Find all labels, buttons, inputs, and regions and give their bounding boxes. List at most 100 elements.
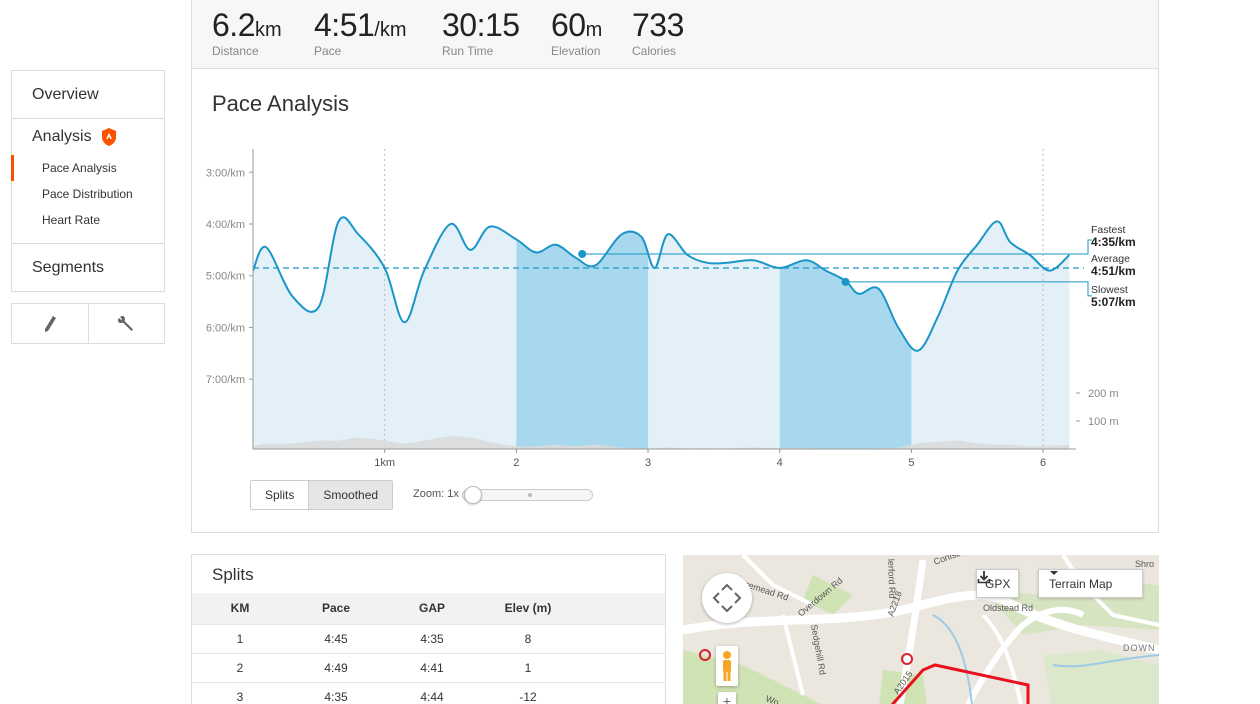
map-zoom-in-button[interactable]: + bbox=[718, 692, 736, 704]
smoothed-toggle-button[interactable]: Smoothed bbox=[308, 481, 393, 509]
zoom-label: Zoom: 1x bbox=[413, 488, 459, 500]
cell-elev: -12 bbox=[480, 681, 576, 704]
cell-elev: 1 bbox=[480, 652, 576, 682]
x-tick-label: 5 bbox=[908, 457, 914, 469]
pegman-icon bbox=[723, 651, 731, 681]
cell-km: 2 bbox=[192, 652, 288, 682]
tool-bar bbox=[11, 303, 165, 344]
stat-unit: m bbox=[585, 19, 603, 41]
x-tick-label: 6 bbox=[1040, 457, 1046, 469]
cell-elev: 8 bbox=[480, 623, 576, 653]
zoom-slider-handle[interactable] bbox=[464, 486, 482, 504]
stat-unit: /km bbox=[374, 19, 407, 41]
zoom-slider-track[interactable] bbox=[462, 489, 593, 501]
route-map[interactable]: Moremead Rd Overdown Rd lerford Rd Conis… bbox=[683, 555, 1159, 704]
stat-label: Elevation bbox=[551, 44, 601, 58]
stat-pace: 4:51/km Pace bbox=[314, 6, 407, 58]
stat-value: 60 bbox=[551, 7, 586, 43]
fastest-marker bbox=[578, 250, 587, 258]
wrench-icon bbox=[118, 315, 134, 331]
nav-pace-analysis[interactable]: Pace Analysis bbox=[11, 155, 164, 181]
cell-gap: 4:41 bbox=[384, 652, 480, 682]
slowest-bracket bbox=[1084, 281, 1092, 297]
pace-line bbox=[252, 216, 1071, 352]
col-pace: Pace bbox=[288, 593, 384, 624]
nav-pace-distribution[interactable]: Pace Distribution bbox=[42, 187, 133, 201]
table-row[interactable]: 3 4:35 4:44 -12 bbox=[192, 681, 665, 704]
y-tick-label: 7:00/km bbox=[206, 374, 245, 386]
cell-spacer bbox=[576, 652, 665, 682]
annotation-label: Fastest bbox=[1091, 224, 1126, 236]
nav-heart-rate[interactable]: Heart Rate bbox=[42, 213, 101, 227]
stat-elevation: 60m Elevation bbox=[551, 6, 602, 58]
elevation-area bbox=[253, 436, 1070, 449]
x-tick-label: 4 bbox=[777, 457, 783, 469]
stat-value: 30:15 bbox=[442, 7, 520, 43]
col-gap: GAP bbox=[384, 593, 480, 624]
annotation-label: Slowest bbox=[1091, 284, 1128, 296]
map-label: DOWN bbox=[1123, 643, 1156, 653]
nav-overview[interactable]: Overview bbox=[12, 71, 164, 119]
nav-analysis-group: Analysis Pace Analysis Pace Distribution… bbox=[11, 119, 164, 244]
x-tick-label: 1km bbox=[374, 457, 395, 469]
pace-chart[interactable]: 3:00/km 4:00/km 5:00/km 6:00/km 7:00/km 200 m… bbox=[192, 69, 1158, 533]
cell-spacer bbox=[576, 623, 665, 653]
cell-spacer bbox=[576, 681, 665, 704]
map-label: Oldstead Rd bbox=[983, 603, 1033, 613]
zoom-slider-tick bbox=[528, 493, 532, 497]
x-tick-label: 3 bbox=[645, 457, 651, 469]
map-label: lerford Rd bbox=[886, 559, 897, 599]
fastest-bracket bbox=[1084, 239, 1092, 255]
nav-analysis[interactable]: Analysis bbox=[12, 119, 164, 155]
highlighted-split-band bbox=[779, 217, 912, 449]
y-tick-label: 6:00/km bbox=[206, 322, 245, 334]
street-view-button[interactable] bbox=[716, 646, 738, 686]
stat-label: Distance bbox=[212, 44, 259, 58]
map-label: Conisbo bbox=[932, 555, 966, 567]
slowest-marker bbox=[841, 277, 850, 286]
annotation-value: 5:07/km bbox=[1091, 295, 1136, 309]
gpx-download-button[interactable]: GPX bbox=[976, 569, 1020, 598]
stat-value: 4:51 bbox=[314, 7, 375, 43]
annotation-label: Average bbox=[1091, 253, 1130, 265]
route-line bbox=[890, 663, 1030, 704]
settings-button[interactable] bbox=[87, 304, 165, 343]
map-label: Shro bbox=[1135, 559, 1154, 569]
stat-value: 6.2 bbox=[212, 7, 255, 43]
y-tick-label: 4:00/km bbox=[206, 219, 245, 231]
y-tick-label: 3:00/km bbox=[206, 167, 245, 179]
cell-pace: 4:49 bbox=[288, 652, 384, 682]
stat-run-time: 30:15 Run Time bbox=[442, 6, 520, 58]
map-type-label: Terrain Map bbox=[1049, 576, 1113, 591]
elev-tick-label: 100 m bbox=[1088, 416, 1119, 428]
stat-value: 733 bbox=[632, 7, 684, 43]
annotation-value: 4:51/km bbox=[1091, 264, 1136, 278]
table-row[interactable]: 1 4:45 4:35 8 bbox=[192, 623, 665, 653]
map-pan-control[interactable] bbox=[702, 573, 752, 623]
cell-pace: 4:35 bbox=[288, 681, 384, 704]
edit-button[interactable] bbox=[12, 304, 88, 343]
gpx-label: GPX bbox=[985, 576, 1011, 591]
nav-segments[interactable]: Segments bbox=[32, 259, 105, 276]
nav-analysis-label: Analysis bbox=[32, 128, 92, 145]
col-km: KM bbox=[192, 593, 288, 624]
sidebar-nav: Overview Analysis Pace Analysis Pace Dis… bbox=[11, 70, 165, 292]
splits-table: KM Pace GAP Elev (m) 1 4:45 4:35 8 2 4 bbox=[192, 593, 665, 704]
pencil-icon bbox=[44, 315, 56, 332]
splits-toggle-button[interactable]: Splits bbox=[251, 481, 309, 509]
splits-panel: Splits KM Pace GAP Elev (m) 1 4:45 4:35 … bbox=[191, 554, 666, 704]
stats-header: 6.2km Distance 4:51/km Pace 30:15 Run Ti… bbox=[191, 0, 1159, 69]
stat-label: Calories bbox=[632, 44, 677, 58]
stat-label: Run Time bbox=[442, 44, 494, 58]
chevron-down-icon bbox=[1050, 571, 1058, 575]
stat-label: Pace bbox=[314, 44, 342, 58]
stat-calories: 733 Calories bbox=[632, 6, 684, 58]
elev-tick-label: 200 m bbox=[1088, 388, 1119, 400]
card-title: Pace Analysis bbox=[212, 91, 349, 116]
cell-gap: 4:35 bbox=[384, 623, 480, 653]
cell-km: 3 bbox=[192, 681, 288, 704]
map-type-dropdown[interactable]: Terrain Map bbox=[1038, 569, 1143, 598]
table-row[interactable]: 2 4:49 4:41 1 bbox=[192, 652, 665, 682]
stat-unit: km bbox=[254, 19, 282, 41]
